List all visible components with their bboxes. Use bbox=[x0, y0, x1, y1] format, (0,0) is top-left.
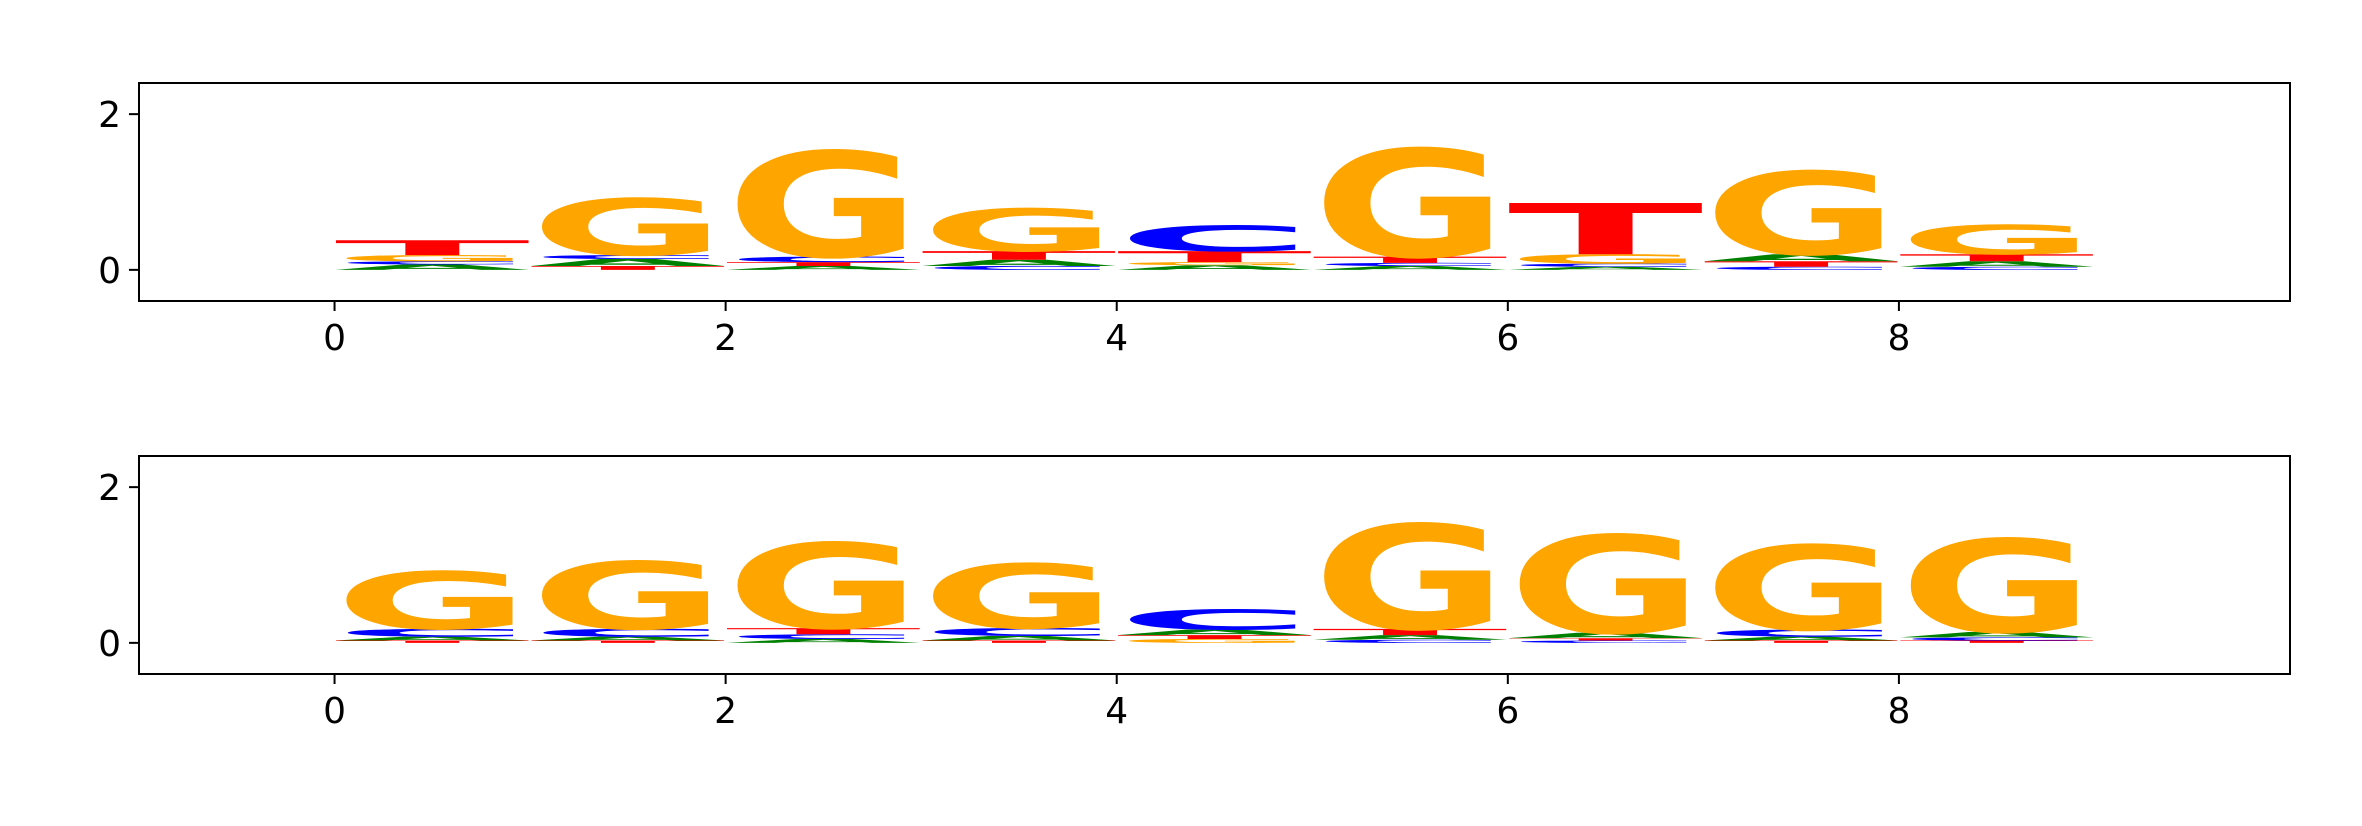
x-tick-label: 4 bbox=[1105, 318, 1128, 359]
logo-letter-C-pos6: C bbox=[1508, 263, 1704, 268]
y-tick-label: 0 bbox=[98, 624, 121, 665]
logo-letter-G-pos0: G bbox=[335, 253, 531, 263]
x-tick-label: 6 bbox=[1496, 318, 1519, 359]
logo-letter-G-pos3: G bbox=[921, 546, 1117, 649]
logo-letter-C-pos6: C bbox=[1508, 640, 1704, 644]
logo-letter-A-pos8: A bbox=[1899, 631, 2094, 640]
y-tick-label: 2 bbox=[98, 468, 121, 509]
logo-letter-A-pos5: A bbox=[1312, 634, 1507, 641]
logo-letter-T-pos6: T bbox=[1508, 638, 1704, 642]
logo-letter-T-pos8: T bbox=[1899, 640, 2095, 644]
logo-letter-T-pos5: T bbox=[1312, 255, 1508, 265]
logo-letter-C-pos7: C bbox=[1703, 628, 1899, 639]
logo-letter-C-pos4: C bbox=[1117, 219, 1313, 260]
logo-letter-G-pos1: G bbox=[530, 543, 726, 651]
logo-letter-A-pos8: A bbox=[1899, 260, 2094, 269]
logo-letter-G-pos2: G bbox=[726, 520, 922, 656]
logo-letter-A-pos3: A bbox=[921, 258, 1117, 268]
x-tick-label: 2 bbox=[714, 691, 737, 732]
logo-letter-A-pos1: A bbox=[530, 257, 726, 268]
logo-letter-C-pos3: C bbox=[921, 265, 1117, 271]
logo-letter-T-pos7: T bbox=[1703, 640, 1899, 644]
logo-letter-G-pos6: G bbox=[1508, 508, 1704, 664]
logo-letter-A-pos4: A bbox=[1117, 264, 1312, 271]
logo-letter-G-pos4: G bbox=[1117, 261, 1313, 266]
logo-letter-A-pos6: A bbox=[1508, 266, 1704, 271]
logo-letter-G-pos2: G bbox=[726, 122, 922, 291]
logo-letter-T-pos2: T bbox=[726, 626, 922, 636]
logo-letter-C-pos1: C bbox=[530, 254, 726, 260]
logo-letter-T-pos1: T bbox=[530, 265, 726, 271]
logo-letter-T-pos0: T bbox=[335, 640, 531, 644]
logo-letter-A-pos2: A bbox=[726, 265, 922, 271]
logo-letter-T-pos2: T bbox=[726, 261, 922, 267]
plot-frame bbox=[138, 82, 2291, 302]
logo-letter-C-pos5: C bbox=[1312, 262, 1508, 267]
logo-letter-A-pos6: A bbox=[1508, 631, 1703, 640]
logo-letter-A-pos4: A bbox=[1117, 628, 1312, 637]
logo-letter-C-pos2: C bbox=[726, 255, 922, 264]
logo-letter-A-pos0: A bbox=[335, 263, 530, 272]
logo-letter-G-pos7: G bbox=[1703, 522, 1899, 657]
logo-letter-G-pos3: G bbox=[921, 197, 1117, 265]
logo-letter-G-pos4: G bbox=[1117, 638, 1313, 644]
logo-letter-C-pos8: C bbox=[1899, 637, 2095, 642]
logo-letter-C-pos0: C bbox=[335, 627, 531, 639]
x-tick-label: 8 bbox=[1887, 691, 1910, 732]
logo-letter-T-pos6: T bbox=[1508, 189, 1704, 271]
x-tick-label: 0 bbox=[323, 691, 346, 732]
logo-letter-T-pos5: T bbox=[1312, 627, 1508, 637]
logo-letter-G-pos1: G bbox=[530, 183, 726, 274]
logo-letter-G-pos0: G bbox=[335, 555, 531, 647]
logo-letter-C-pos3: C bbox=[921, 626, 1117, 638]
logo-letter-A-pos7: A bbox=[1703, 252, 1899, 263]
logo-letter-C-pos8: C bbox=[1899, 266, 2095, 271]
logo-letter-G-pos7: G bbox=[1703, 149, 1899, 282]
logo-letter-A-pos7: A bbox=[1703, 636, 1899, 642]
y-tick-label: 2 bbox=[98, 95, 121, 136]
logo-letter-T-pos4: T bbox=[1117, 248, 1313, 265]
x-tick-label: 2 bbox=[714, 318, 737, 359]
logo-letter-T-pos3: T bbox=[921, 640, 1117, 644]
logo-letter-C-pos5: C bbox=[1312, 639, 1508, 644]
logo-letter-G-pos5: G bbox=[1312, 496, 1507, 664]
x-tick-label: 4 bbox=[1105, 691, 1128, 732]
x-tick-label: 8 bbox=[1887, 318, 1910, 359]
logo-letter-G-pos6: G bbox=[1508, 252, 1703, 267]
logo-letter-C-pos4: C bbox=[1117, 604, 1313, 636]
logo-letter-C-pos0: C bbox=[335, 260, 531, 265]
logo-letter-T-pos7: T bbox=[1703, 260, 1899, 269]
logo-letter-T-pos8: T bbox=[1899, 252, 2095, 263]
logo-letter-A-pos5: A bbox=[1312, 265, 1508, 271]
logo-letter-G-pos8: G bbox=[1899, 217, 2095, 264]
logo-letter-T-pos1: T bbox=[530, 640, 726, 644]
logo-letter-G-pos8: G bbox=[1899, 514, 2095, 663]
logo-letter-A-pos2: A bbox=[726, 638, 922, 644]
x-tick-label: 0 bbox=[323, 318, 346, 359]
logo-letter-T-pos3: T bbox=[921, 249, 1117, 263]
logo-letter-A-pos3: A bbox=[921, 635, 1116, 642]
x-tick-label: 6 bbox=[1496, 691, 1519, 732]
logo-letter-T-pos4: T bbox=[1117, 634, 1313, 640]
logo-letter-A-pos0: A bbox=[335, 636, 531, 642]
plot-frame bbox=[138, 455, 2291, 675]
logo-letter-T-pos0: T bbox=[335, 236, 531, 260]
logo-letter-C-pos1: C bbox=[530, 627, 726, 639]
logo-letter-A-pos1: A bbox=[530, 636, 726, 642]
logo-letter-C-pos7: C bbox=[1703, 266, 1899, 271]
logo-letter-C-pos2: C bbox=[726, 633, 922, 640]
logo-letter-G-pos5: G bbox=[1312, 119, 1508, 292]
y-tick-label: 0 bbox=[98, 251, 121, 292]
